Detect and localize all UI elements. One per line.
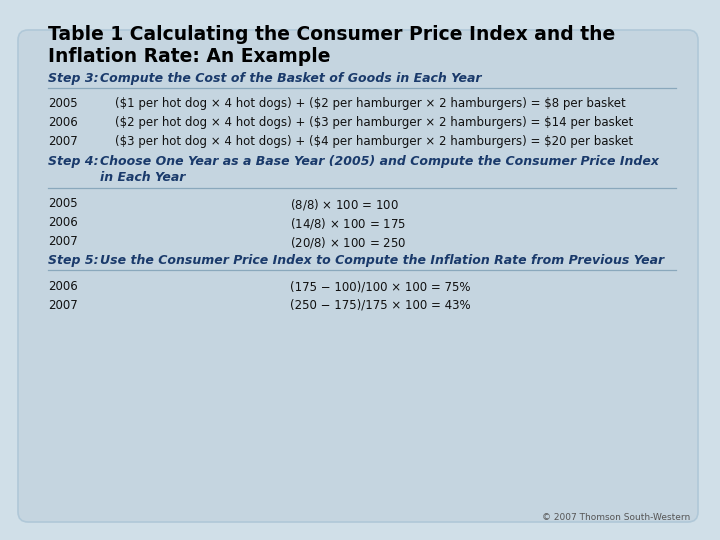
Text: in Each Year: in Each Year: [100, 171, 185, 184]
Text: ($3 per hot dog × 4 hot dogs) + ($4 per hamburger × 2 hamburgers) = $20 per bask: ($3 per hot dog × 4 hot dogs) + ($4 per …: [115, 135, 633, 148]
Text: Step 5:: Step 5:: [48, 254, 107, 267]
Text: Inflation Rate: An Example: Inflation Rate: An Example: [48, 47, 330, 66]
Text: © 2007 Thomson South-Western: © 2007 Thomson South-Western: [541, 513, 690, 522]
Text: 2007: 2007: [48, 235, 78, 248]
Text: 2007: 2007: [48, 135, 78, 148]
Text: 2006: 2006: [48, 216, 78, 229]
Text: 2006: 2006: [48, 280, 78, 293]
FancyBboxPatch shape: [18, 30, 698, 522]
Text: (175 − 100)/100 × 100 = 75%: (175 − 100)/100 × 100 = 75%: [290, 280, 470, 293]
Text: 2005: 2005: [48, 97, 78, 110]
Text: ($1 per hot dog × 4 hot dogs) + ($2 per hamburger × 2 hamburgers) = $8 per baske: ($1 per hot dog × 4 hot dogs) + ($2 per …: [115, 97, 626, 110]
Text: 2005: 2005: [48, 197, 78, 210]
Text: (250 − 175)/175 × 100 = 43%: (250 − 175)/175 × 100 = 43%: [290, 299, 471, 312]
Text: ($2 per hot dog × 4 hot dogs) + ($3 per hamburger × 2 hamburgers) = $14 per bask: ($2 per hot dog × 4 hot dogs) + ($3 per …: [115, 116, 634, 129]
Text: Use the Consumer Price Index to Compute the Inflation Rate from Previous Year: Use the Consumer Price Index to Compute …: [100, 254, 664, 267]
Text: 2007: 2007: [48, 299, 78, 312]
Text: Choose One Year as a Base Year (2005) and Compute the Consumer Price Index: Choose One Year as a Base Year (2005) an…: [100, 155, 659, 168]
Text: ($20/$8) × 100 = 250: ($20/$8) × 100 = 250: [290, 235, 406, 250]
Text: Step 4:: Step 4:: [48, 155, 107, 168]
Text: ($14/$8) × 100 = 175: ($14/$8) × 100 = 175: [290, 216, 406, 231]
Text: ($8/$8) × 100 = 100: ($8/$8) × 100 = 100: [290, 197, 399, 212]
Text: Table 1 Calculating the Consumer Price Index and the: Table 1 Calculating the Consumer Price I…: [48, 25, 616, 44]
Text: Compute the Cost of the Basket of Goods in Each Year: Compute the Cost of the Basket of Goods …: [100, 72, 482, 85]
Text: Step 3:: Step 3:: [48, 72, 107, 85]
Text: 2006: 2006: [48, 116, 78, 129]
